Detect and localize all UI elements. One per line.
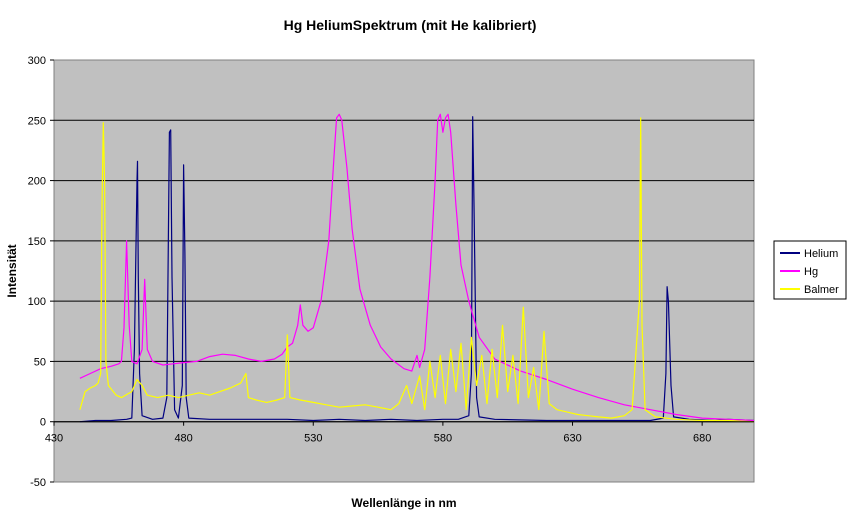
legend-label-helium: Helium [804,248,838,260]
y-tick-label: 150 [28,236,46,248]
series-layer [79,113,755,423]
chart-title: Hg HeliumSpektrum (mit He kalibriert) [284,17,537,33]
legend: Helium Hg Balmer [773,240,847,300]
y-axis-title: Intensität [5,244,19,297]
y-tick-label: 250 [28,115,46,127]
legend-label-hg: Hg [804,266,818,278]
x-axis-title: Wellenlänge in nm [351,496,456,510]
series-line-balmer [79,117,755,423]
x-axis: 430 480 530 580 630 680 [45,421,711,445]
x-tick-label: 580 [434,433,452,445]
x-tick-label: 430 [45,433,63,445]
x-tick-label: 630 [563,433,581,445]
x-tick-label: 680 [693,433,711,445]
x-tick-label: 530 [304,433,322,445]
y-tick-label: 0 [40,417,46,429]
y-tick-label: 50 [34,356,46,368]
y-tick-label: 200 [28,176,46,188]
y-tick-label: 300 [28,55,46,67]
x-tick-label: 480 [174,433,192,445]
legend-label-balmer: Balmer [804,284,839,296]
series-line-hg [79,113,755,422]
y-axis: -50 0 50 100 150 200 250 300 [28,55,54,489]
y-tick-label: -50 [30,477,46,489]
y-tick-label: 100 [28,296,46,308]
